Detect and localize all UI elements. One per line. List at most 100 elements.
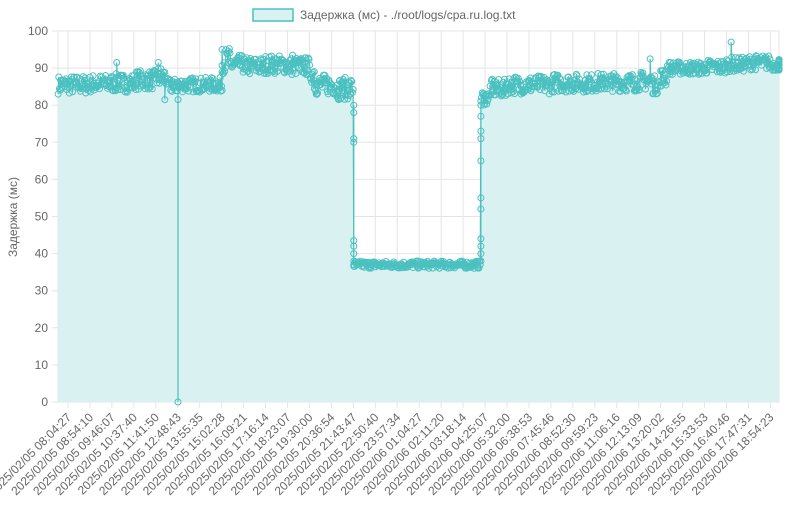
data-point — [350, 250, 358, 258]
data-point — [310, 68, 318, 76]
legend[interactable]: Задержка (мс) - ./root/logs/cpa.ru.log.t… — [252, 8, 516, 22]
data-point — [477, 112, 485, 120]
data-point — [642, 85, 649, 93]
data-point — [134, 85, 142, 93]
data-point — [113, 59, 121, 67]
data-point — [289, 64, 297, 72]
data-point — [628, 71, 636, 79]
legend-swatch[interactable] — [252, 8, 294, 22]
data-point — [477, 205, 485, 213]
data-point — [477, 157, 485, 165]
data-point — [562, 88, 570, 96]
data-point — [292, 70, 300, 78]
data-point — [477, 135, 485, 143]
data-point — [627, 72, 635, 80]
data-point — [217, 82, 225, 90]
data-point — [477, 257, 485, 265]
data-point — [174, 398, 182, 406]
data-point — [716, 65, 724, 73]
data-point — [483, 100, 491, 108]
data-point — [477, 250, 485, 258]
data-point — [635, 86, 643, 94]
data-point — [647, 73, 655, 81]
series-area-fill — [58, 42, 780, 402]
y-tick-label: 20 — [35, 321, 49, 335]
data-point — [727, 38, 735, 46]
data-point — [113, 84, 121, 92]
data-point — [622, 87, 630, 95]
data-point — [192, 75, 200, 83]
data-point — [168, 87, 176, 95]
data-point — [684, 68, 692, 76]
data-point — [148, 85, 156, 93]
data-point — [696, 69, 703, 77]
data-point — [259, 59, 267, 67]
data-point — [239, 68, 247, 76]
data-point — [506, 82, 514, 90]
data-point — [653, 89, 661, 97]
data-point — [221, 67, 229, 75]
data-point — [302, 54, 310, 62]
data-point — [58, 84, 66, 92]
data-point — [350, 135, 358, 143]
y-tick-label: 30 — [35, 284, 49, 298]
data-point — [594, 69, 602, 77]
data-point — [161, 68, 169, 76]
data-point — [350, 242, 358, 250]
data-point — [775, 61, 783, 69]
data-point — [580, 88, 588, 96]
data-point — [349, 85, 357, 93]
data-point — [651, 72, 659, 80]
data-point — [166, 76, 174, 84]
data-point — [726, 68, 734, 76]
y-tick-label: 90 — [35, 61, 49, 75]
data-point — [78, 85, 86, 93]
data-point — [310, 76, 318, 84]
data-point — [505, 80, 513, 88]
data-point — [123, 88, 131, 96]
y-tick-label: 100 — [28, 24, 48, 38]
data-point — [350, 101, 358, 109]
data-point — [244, 68, 252, 76]
data-point — [225, 47, 233, 55]
data-point — [639, 69, 647, 77]
data-point — [348, 89, 356, 97]
data-point — [530, 83, 538, 91]
data-point — [154, 59, 162, 67]
data-point — [536, 86, 544, 94]
legend-label[interactable]: Задержка (мс) - ./root/logs/cpa.ru.log.t… — [300, 8, 516, 22]
data-point — [572, 85, 580, 93]
data-point — [489, 80, 497, 88]
data-point — [297, 55, 305, 63]
data-point — [612, 72, 620, 80]
data-point — [491, 77, 499, 85]
data-point — [288, 71, 296, 79]
data-point — [524, 86, 532, 94]
data-point — [537, 72, 545, 80]
series-area — [58, 42, 780, 402]
data-point — [663, 77, 671, 85]
data-point — [675, 58, 683, 66]
data-point — [350, 109, 358, 117]
data-point — [347, 77, 355, 85]
data-point — [477, 194, 485, 202]
data-point — [597, 85, 605, 93]
data-point — [306, 61, 314, 69]
y-tick-label: 80 — [35, 98, 49, 112]
data-point — [246, 70, 254, 78]
data-point — [509, 88, 517, 96]
data-point — [179, 84, 187, 92]
data-point — [318, 83, 326, 91]
data-point — [551, 71, 559, 79]
data-point — [487, 91, 495, 99]
data-point — [341, 74, 349, 82]
data-point — [161, 96, 169, 104]
data-point — [106, 82, 114, 90]
data-point — [69, 88, 77, 96]
y-tick-label: 40 — [35, 247, 49, 261]
data-point — [165, 76, 173, 84]
data-point — [313, 90, 321, 98]
data-point — [477, 235, 485, 243]
